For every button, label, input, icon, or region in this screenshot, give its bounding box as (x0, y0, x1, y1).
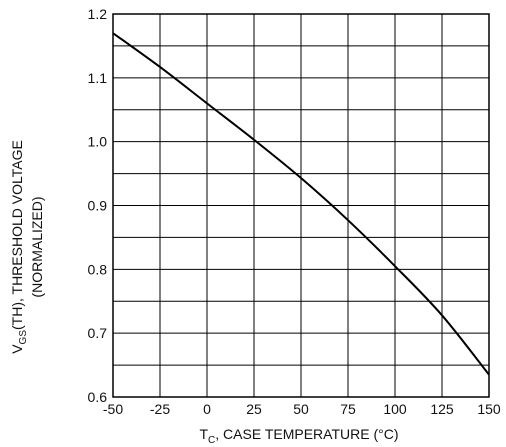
x-axis-title: TC, CASE TEMPERATURE (°C) (199, 426, 398, 446)
x-tick-label: 125 (430, 401, 454, 417)
x-tick-label: 100 (383, 401, 407, 417)
y-axis-title-rest: (TH), THRESHOLD VOLTAGE (9, 140, 25, 330)
x-tick-label: 0 (203, 401, 211, 417)
y-axis-title-line2: (NORMALIZED) (29, 196, 45, 297)
y-tick-label: 0.8 (88, 261, 108, 277)
x-axis-title-rest: , CASE TEMPERATURE (°C) (215, 426, 398, 442)
plot-area-frame (112, 13, 490, 398)
x-tick-label: 25 (246, 401, 262, 417)
x-tick-label: -25 (150, 401, 170, 417)
x-tick-label: 75 (340, 401, 356, 417)
y-tick-labels: 0.6 0.7 0.8 0.9 1.0 1.1 1.2 (88, 6, 108, 405)
x-axis-title-prefix: T (199, 426, 208, 442)
y-tick-label: 1.1 (88, 70, 108, 86)
x-tick-label: 50 (293, 401, 309, 417)
y-axis-title: VGS(TH), THRESHOLD VOLTAGE (9, 140, 29, 354)
y-tick-label: 1.0 (88, 134, 108, 150)
x-tick-label: -50 (103, 401, 123, 417)
series-layer (112, 32, 490, 376)
y-tick-label: 0.9 (88, 198, 108, 214)
y-axis-title-subscript: GS (18, 330, 29, 345)
x-axis-title-subscript: C (208, 435, 215, 446)
y-axis-title-prefix: V (9, 344, 25, 354)
y-tick-label: 1.2 (88, 6, 108, 22)
x-tick-labels: -50 -25 0 25 50 75 100 125 150 (103, 401, 501, 417)
x-tick-label: 150 (477, 401, 501, 417)
y-tick-label: 0.6 (88, 389, 108, 405)
grid (112, 13, 490, 398)
y-tick-label: 0.7 (88, 325, 108, 341)
threshold-voltage-curve (112, 32, 490, 376)
